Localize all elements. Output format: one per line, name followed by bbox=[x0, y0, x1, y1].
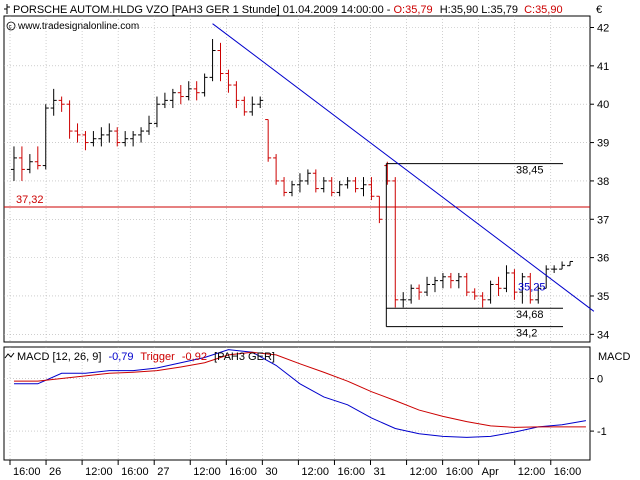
line-chart-icon bbox=[4, 352, 15, 359]
macd-y-tick-label: -1 bbox=[597, 426, 607, 438]
macd-lines bbox=[13, 349, 587, 438]
ohlc-close: C:35,90 bbox=[524, 4, 563, 16]
x-tick-label: 26 bbox=[49, 466, 61, 478]
header: PORSCHE AUTOM.HLDG VZO [PAH3 GER 1 Stund… bbox=[4, 4, 602, 32]
price-bars bbox=[10, 39, 574, 308]
x-tick-label: 30 bbox=[265, 466, 277, 478]
price-y-tick-label: 38 bbox=[597, 176, 609, 188]
level-line-label: 34,68 bbox=[516, 309, 544, 321]
ohlc-open: O:35,79 bbox=[394, 4, 433, 16]
price-y-tick-label: 42 bbox=[597, 23, 609, 35]
macd-line bbox=[13, 349, 587, 438]
x-tick-label: 16:00 bbox=[121, 466, 149, 478]
x-tick-label: 16:00 bbox=[13, 466, 41, 478]
macd-title: MACD [12, 26, 9] bbox=[17, 351, 101, 363]
horizontal-line-label: 37,32 bbox=[16, 194, 44, 206]
price-y-tick-label: 37 bbox=[597, 214, 609, 226]
svg-text:MACD [12, 26, 9] -0,79: MACD [12, 26, 9] -0,79 Trigger -0,92 [PA… bbox=[17, 351, 275, 363]
macd-axis-label: MACD bbox=[598, 351, 630, 363]
x-tick-label: 12:00 bbox=[410, 466, 438, 478]
macd-y-tick-label: 0 bbox=[597, 374, 603, 386]
currency-label: € bbox=[596, 4, 602, 16]
x-tick-label: 16:00 bbox=[337, 466, 365, 478]
ohlc-high-low: H:35,90 L:35,79 bbox=[440, 4, 518, 16]
level-line-label: 34,2 bbox=[516, 328, 537, 340]
trigger-label: Trigger bbox=[140, 351, 175, 363]
x-tick-label: 12:00 bbox=[85, 466, 113, 478]
svg-text:c: c bbox=[9, 25, 12, 31]
bar-chart-icon bbox=[4, 4, 10, 14]
price-panel-frame bbox=[3, 15, 591, 343]
x-tick-label: 31 bbox=[374, 466, 386, 478]
macd-symbol: [PAH3 GER] bbox=[214, 351, 275, 363]
x-tick-label: 12:00 bbox=[518, 466, 546, 478]
price-y-tick-label: 34 bbox=[597, 329, 609, 341]
price-y-tick-label: 35 bbox=[597, 291, 609, 303]
trendline bbox=[212, 23, 595, 312]
macd-value: -0,79 bbox=[108, 351, 133, 363]
x-tick-label: 16:00 bbox=[229, 466, 257, 478]
source-url: www.tradesignalonline.com bbox=[17, 21, 139, 32]
level-line-label: 38,45 bbox=[516, 165, 544, 177]
grid bbox=[4, 16, 590, 460]
trendline-label: 35,25 bbox=[518, 281, 546, 293]
x-tick-label: 16:00 bbox=[554, 466, 582, 478]
svg-text:PORSCHE AUTOM.HLDG VZO [PAH3 G: PORSCHE AUTOM.HLDG VZO [PAH3 GER 1 Stund… bbox=[13, 4, 563, 16]
x-tick-label: 12:00 bbox=[301, 466, 329, 478]
x-tick-label: 12:00 bbox=[193, 466, 221, 478]
axes: 34 35 36 37 38 39 40 41 42 0 -1 16:00 26 12:00 16:00 27… bbox=[9, 23, 609, 478]
x-tick-label: Apr bbox=[482, 466, 499, 478]
macd-legend: MACD [12, 26, 9] -0,79 Trigger -0,92 [PA… bbox=[4, 351, 630, 363]
price-y-tick-label: 40 bbox=[597, 99, 609, 111]
x-tick-label: 16:00 bbox=[446, 466, 474, 478]
instrument-title: PORSCHE AUTOM.HLDG VZO [PAH3 GER 1 Stund… bbox=[13, 4, 391, 16]
macd-panel-frame bbox=[3, 346, 591, 461]
price-y-tick-label: 36 bbox=[597, 253, 609, 265]
x-tick-label: 27 bbox=[157, 466, 169, 478]
overlays: 37,32 38,45 34,68 34,2 35,25 bbox=[4, 23, 595, 340]
trigger-value: -0,92 bbox=[182, 351, 207, 363]
price-y-tick-label: 41 bbox=[597, 61, 609, 73]
trigger-line bbox=[13, 351, 586, 428]
copyright-icon: c bbox=[6, 21, 16, 31]
price-y-tick-label: 39 bbox=[597, 138, 609, 150]
